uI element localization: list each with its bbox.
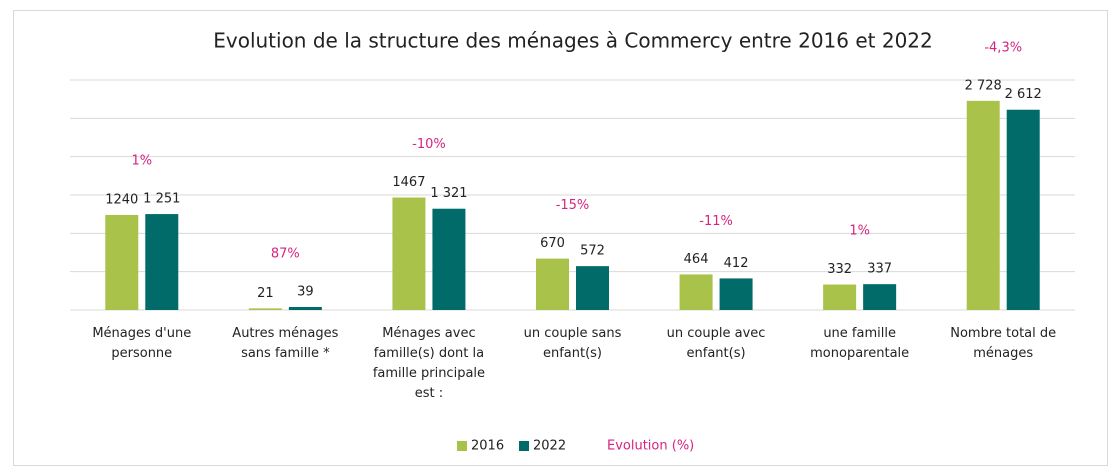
bar [679, 274, 713, 310]
evolution-label: -11% [699, 214, 733, 229]
x-tick-label: Ménages avec famille(s) dont la famille … [372, 326, 486, 401]
chart-frame [13, 10, 1108, 466]
evolution-label: 1% [131, 154, 152, 169]
bar [105, 214, 139, 310]
evolution-label: 1% [849, 224, 870, 239]
evolution-label: -10% [412, 137, 446, 152]
legend-label: 2016 [471, 439, 504, 454]
chart-title: Evolution de la structure des ménages à … [213, 29, 933, 53]
evolution-label: -4,3% [984, 40, 1022, 55]
x-tick-label: Autres ménages sans famille * [232, 326, 339, 361]
legend-label: Evolution (%) [607, 439, 694, 454]
bar [719, 278, 753, 310]
x-tick-label: un couple sans enfant(s) [523, 326, 622, 361]
x-tick-label: Ménages d'une personne [92, 326, 192, 361]
value-label: 670 [540, 236, 565, 251]
legend-swatch [457, 441, 467, 451]
bar [966, 100, 1000, 310]
value-label: 412 [724, 256, 749, 271]
bar [863, 284, 897, 310]
bar [145, 214, 179, 310]
bar [288, 307, 322, 310]
bar [576, 266, 609, 310]
value-label: 2 612 [1005, 87, 1042, 102]
legend-swatch [519, 441, 529, 451]
value-label: 39 [297, 285, 314, 300]
x-tick-label: un couple avec enfant(s) [666, 326, 766, 361]
bar [823, 284, 857, 310]
value-label: 464 [684, 252, 709, 267]
value-label: 572 [580, 244, 605, 259]
value-label: 337 [867, 262, 892, 277]
bar [248, 308, 282, 310]
value-label: 1 321 [430, 186, 467, 201]
bar [1006, 109, 1040, 310]
value-label: 1 251 [143, 192, 180, 207]
bar [432, 208, 466, 310]
value-label: 2 728 [965, 78, 1002, 93]
bar [536, 258, 569, 310]
evolution-label: -15% [556, 198, 590, 213]
value-label: 1240 [105, 192, 138, 207]
value-label: 332 [827, 262, 852, 277]
evolution-label: 87% [271, 247, 300, 262]
value-label: 1467 [392, 175, 425, 190]
value-label: 21 [257, 286, 274, 301]
legend-label: 2022 [533, 439, 566, 454]
x-tick-label: Nombre total de ménages [950, 326, 1057, 361]
x-tick-label: une famille monoparentale [810, 326, 910, 361]
bar [392, 197, 426, 310]
